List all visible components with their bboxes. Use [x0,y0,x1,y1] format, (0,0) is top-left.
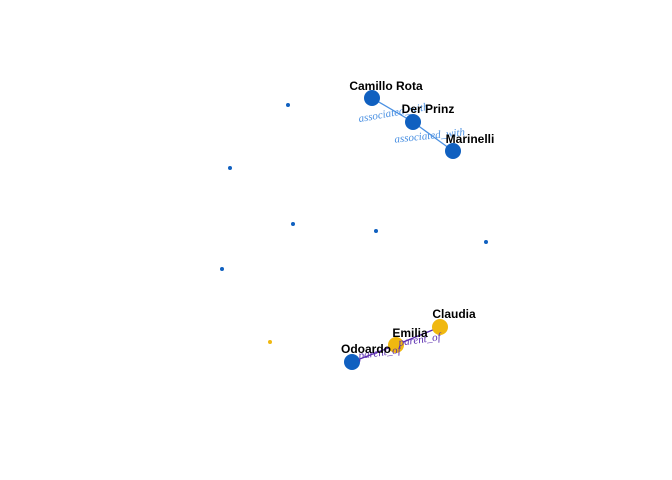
node-iso5[interactable] [484,240,488,244]
node-prinz[interactable] [405,114,421,130]
node-iso3[interactable] [291,222,295,226]
edge-prinz-marinelli [412,121,454,152]
node-claudia[interactable] [432,319,448,335]
node-label-prinz: Der Prinz [402,102,455,116]
node-label-odoardo: Odoardo [341,342,391,356]
node-label-camillo: Camillo Rota [349,79,423,93]
node-camillo[interactable] [364,90,380,106]
node-iso6[interactable] [220,267,224,271]
node-iso4[interactable] [374,229,378,233]
node-iso2[interactable] [228,166,232,170]
node-emilia[interactable] [388,337,404,353]
node-iso1[interactable] [286,103,290,107]
node-odoardo[interactable] [344,354,360,370]
node-marinelli[interactable] [445,143,461,159]
node-label-emilia: Emilia [392,326,428,340]
node-label-marinelli: Marinelli [446,132,495,146]
node-label-claudia: Claudia [432,307,476,321]
nodes-layer [220,90,488,370]
node-iso7[interactable] [268,340,272,344]
